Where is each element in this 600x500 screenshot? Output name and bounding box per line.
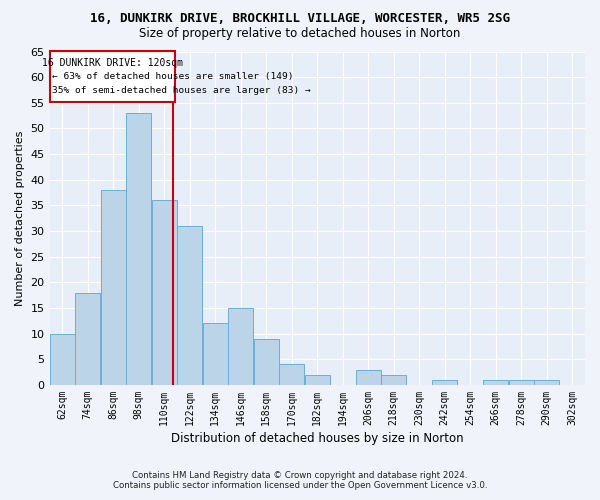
- Y-axis label: Number of detached properties: Number of detached properties: [15, 130, 25, 306]
- Bar: [50, 334, 75, 385]
- Text: ← 63% of detached houses are smaller (149): ← 63% of detached houses are smaller (14…: [52, 72, 293, 81]
- Bar: [535, 380, 559, 385]
- Bar: [127, 113, 151, 385]
- Bar: [305, 374, 330, 385]
- Bar: [76, 292, 100, 385]
- Bar: [152, 200, 177, 385]
- Bar: [178, 226, 202, 385]
- Bar: [484, 380, 508, 385]
- Bar: [280, 364, 304, 385]
- Bar: [382, 374, 406, 385]
- X-axis label: Distribution of detached houses by size in Norton: Distribution of detached houses by size …: [171, 432, 464, 445]
- Bar: [356, 370, 380, 385]
- Bar: [229, 308, 253, 385]
- Text: Size of property relative to detached houses in Norton: Size of property relative to detached ho…: [139, 28, 461, 40]
- Bar: [254, 339, 279, 385]
- Bar: [509, 380, 533, 385]
- Text: 16 DUNKIRK DRIVE: 120sqm: 16 DUNKIRK DRIVE: 120sqm: [42, 58, 183, 68]
- Text: 35% of semi-detached houses are larger (83) →: 35% of semi-detached houses are larger (…: [52, 86, 310, 96]
- Bar: [101, 190, 126, 385]
- Bar: [50, 52, 175, 102]
- Text: Contains HM Land Registry data © Crown copyright and database right 2024.
Contai: Contains HM Land Registry data © Crown c…: [113, 470, 487, 490]
- Text: 16, DUNKIRK DRIVE, BROCKHILL VILLAGE, WORCESTER, WR5 2SG: 16, DUNKIRK DRIVE, BROCKHILL VILLAGE, WO…: [90, 12, 510, 26]
- Bar: [433, 380, 457, 385]
- Bar: [203, 324, 228, 385]
